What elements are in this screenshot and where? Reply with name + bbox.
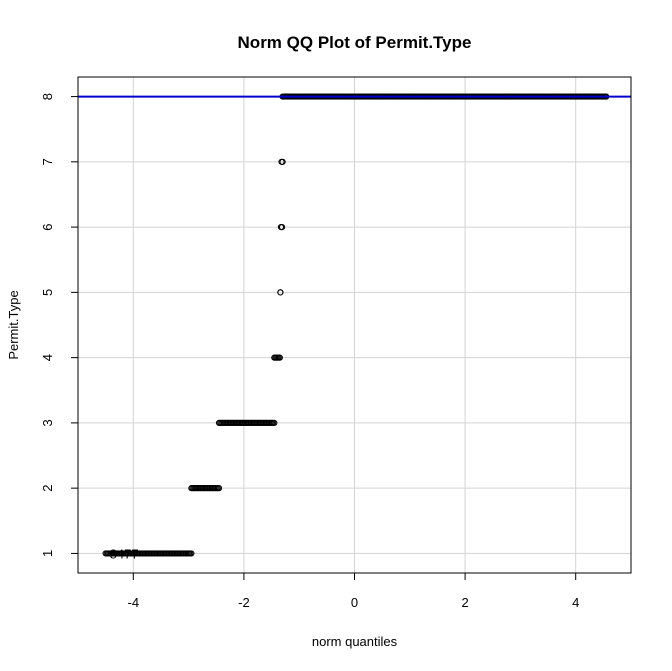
data-point	[271, 419, 278, 426]
data-point	[278, 224, 286, 231]
y-axis: 1 2 3 4 5 6 7 8	[40, 93, 78, 557]
data-point	[276, 354, 283, 361]
x-tick-label: 2	[461, 595, 468, 610]
y-tick-label: 5	[40, 289, 55, 296]
data-point	[188, 550, 195, 557]
chart-title: Norm QQ Plot of Permit.Type	[238, 33, 472, 52]
grid	[78, 77, 631, 573]
y-tick-label: 2	[40, 485, 55, 492]
y-tick-label: 6	[40, 223, 55, 230]
x-tick-label: -4	[128, 595, 140, 610]
x-axis-label: norm quantiles	[312, 634, 398, 649]
point-label: 8477	[110, 546, 139, 561]
data-points	[102, 93, 610, 557]
x-tick-label: -2	[238, 595, 250, 610]
y-tick-label: 7	[40, 158, 55, 165]
y-tick-label: 4	[40, 354, 55, 361]
y-axis-label: Permit.Type	[6, 290, 21, 359]
y-tick-label: 1	[40, 550, 55, 557]
x-tick-label: 4	[572, 595, 579, 610]
data-point	[215, 485, 223, 492]
annotations: 8477	[110, 546, 139, 561]
x-axis: -4 -2 0 2 4	[128, 573, 579, 610]
data-point	[277, 289, 284, 296]
x-tick-label: 0	[351, 595, 358, 610]
data-point	[279, 158, 286, 165]
y-tick-label: 8	[40, 93, 55, 100]
y-tick-label: 3	[40, 419, 55, 426]
